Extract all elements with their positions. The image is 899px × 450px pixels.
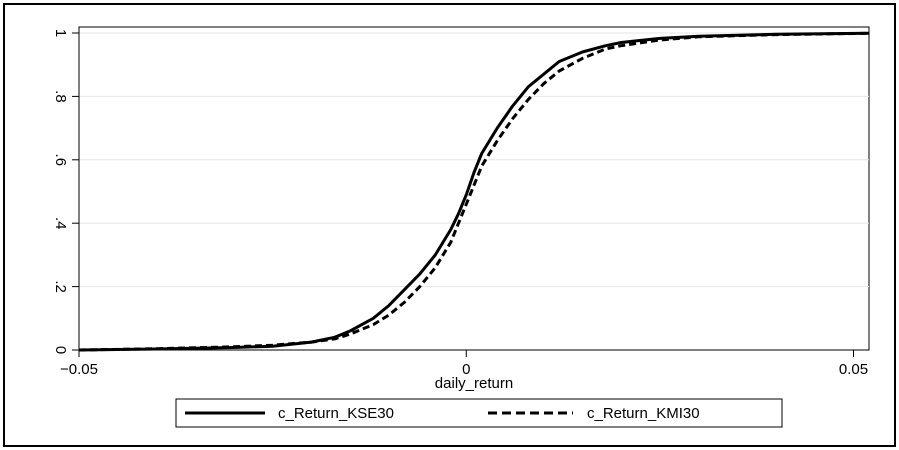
y-tick-label: .4 [52, 217, 69, 230]
y-tick-label: .8 [52, 90, 69, 103]
gridlines [79, 32, 869, 288]
y-axis: 0 .2 .4 .6 .8 1 [52, 27, 80, 354]
legend-box [175, 398, 783, 428]
legend-label: c_Return_KSE30 [278, 405, 394, 422]
x-axis-label: daily_return [435, 375, 513, 392]
series-line-2 [78, 31, 870, 352]
plot-area [78, 26, 870, 351]
x-tick-label: 0 [462, 361, 470, 378]
x-tick-label: 0.05 [839, 361, 868, 378]
legend-label: c_Return_KMI30 [587, 405, 700, 422]
y-tick-label: .2 [52, 280, 69, 293]
series-lines [78, 31, 870, 352]
x-tick-label: −0.05 [60, 361, 98, 378]
y-tick-label: 1 [52, 29, 69, 37]
x-axis: −0.05 0 0.05 [60, 349, 869, 378]
plot-frame [78, 26, 870, 351]
legend: c_Return_KSE30 c_Return_KMI30 [175, 398, 783, 428]
y-tick-label: .6 [52, 154, 69, 167]
y-tick-label: 0 [52, 346, 69, 354]
